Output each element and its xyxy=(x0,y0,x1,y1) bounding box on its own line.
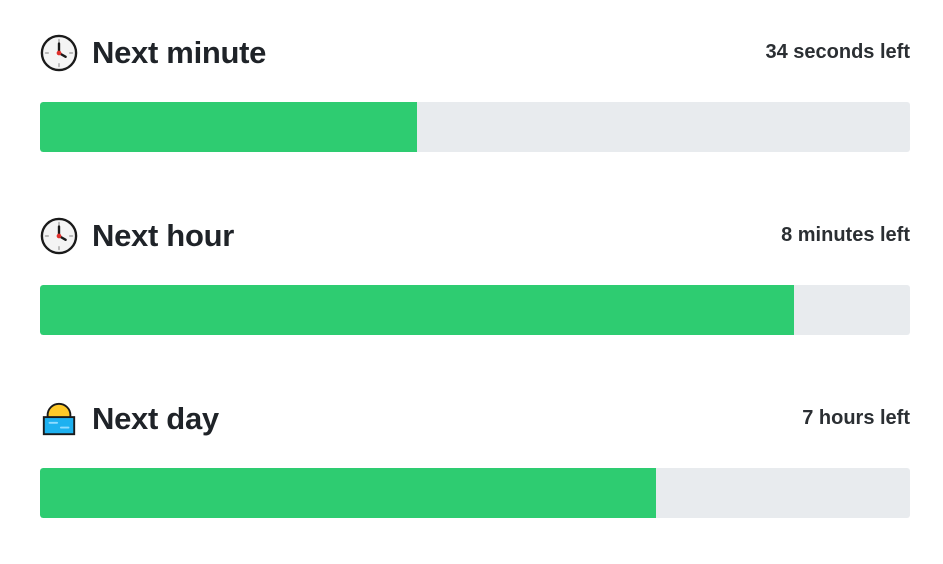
clock-icon xyxy=(40,217,78,255)
timer-header: Next hour 8 minutes left xyxy=(40,216,910,256)
time-remaining-label: 34 seconds left xyxy=(765,41,910,63)
timer-title-wrap: Next hour xyxy=(40,216,234,256)
timer-section-day: Next day 7 hours left xyxy=(40,399,910,518)
clock-icon xyxy=(40,34,78,72)
timer-section-hour: Next hour 8 minutes left xyxy=(40,216,910,335)
progress-track xyxy=(40,102,910,152)
time-remaining-label: 7 hours left xyxy=(802,407,910,429)
progress-fill xyxy=(40,285,795,335)
timer-header: Next day 7 hours left xyxy=(40,399,910,439)
timer-title-wrap: Next minute xyxy=(40,33,266,73)
progress-track xyxy=(40,468,910,518)
timer-title-wrap: Next day xyxy=(40,399,219,439)
sunrise-icon xyxy=(42,402,76,436)
progress-fill xyxy=(40,102,417,152)
time-remaining-label: 8 minutes left xyxy=(781,224,910,246)
timer-title: Next hour xyxy=(92,218,234,253)
timer-title: Next day xyxy=(92,401,219,436)
timer-header: Next minute 34 seconds left xyxy=(40,33,910,73)
timer-section-minute: Next minute 34 seconds left xyxy=(40,33,910,152)
progress-track xyxy=(40,285,910,335)
timer-title: Next minute xyxy=(92,35,267,70)
progress-fill xyxy=(40,468,656,518)
